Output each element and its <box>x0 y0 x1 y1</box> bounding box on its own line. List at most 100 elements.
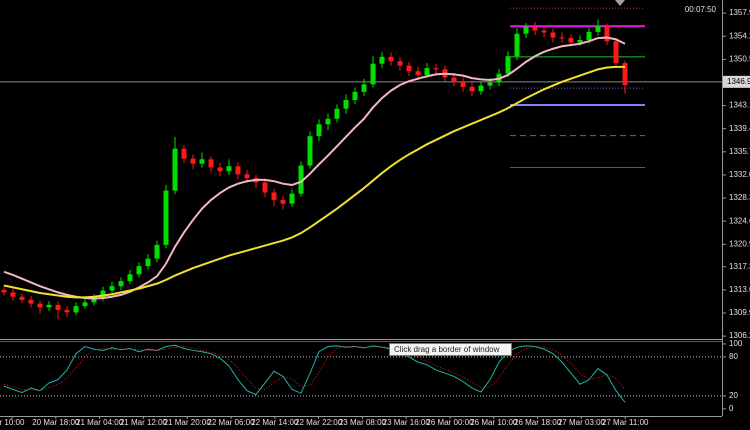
candle-body <box>46 304 52 308</box>
candle-body <box>289 193 295 204</box>
candle-body <box>397 61 403 66</box>
y-tick-label: 1332.0 <box>729 170 750 179</box>
candle-body <box>298 165 304 194</box>
y-tick-label: 1313.6 <box>729 285 750 294</box>
candle-body <box>235 166 241 175</box>
candle-body <box>91 298 97 303</box>
candle-body <box>478 85 484 92</box>
candle-body <box>73 306 79 313</box>
y-tick-label: 1343.1 <box>729 101 750 110</box>
moving-average <box>3 36 626 300</box>
candle-body <box>271 192 277 200</box>
candle-body <box>415 71 421 75</box>
candle-body <box>181 148 187 159</box>
x-tick-label: 20 Mar 18:00 <box>32 418 80 427</box>
candle-body <box>1 289 7 293</box>
candle-body <box>307 136 313 166</box>
x-tick-label: 23 Mar 16:00 <box>383 418 431 427</box>
candle-body <box>19 296 25 300</box>
candle-body <box>226 166 232 172</box>
candle-body <box>460 81 466 87</box>
candle-body <box>334 108 340 119</box>
oscillator-line <box>3 344 626 403</box>
candle-body <box>523 26 529 34</box>
candle-body <box>613 41 619 64</box>
candle-body <box>10 292 16 297</box>
x-tick-label: 22 Mar 22:00 <box>295 418 343 427</box>
candle-body <box>451 77 457 82</box>
y-tick-label: 0 <box>729 404 734 413</box>
candle-body <box>172 148 178 191</box>
candle-body <box>424 68 430 75</box>
y-tick-label: 1350.5 <box>729 54 750 63</box>
candle-body <box>145 258 151 267</box>
candle-body <box>559 37 565 39</box>
y-tick-label: 1328.3 <box>729 193 750 202</box>
x-tick-label: 21 Mar 12:00 <box>120 418 168 427</box>
y-tick-label: 1320.9 <box>729 239 750 248</box>
candle-body <box>316 124 322 137</box>
candle-body <box>388 56 394 62</box>
x-tick-label: 26 Mar 18:00 <box>514 418 562 427</box>
candle-body <box>154 244 160 259</box>
candle-body <box>505 56 511 74</box>
y-tick-label: 1309.9 <box>729 308 750 317</box>
y-tick-label: 1354.2 <box>729 31 750 40</box>
candle-body <box>109 286 115 291</box>
candle-body <box>82 302 88 307</box>
y-tick-label: 1306.2 <box>729 331 750 340</box>
candle-body <box>577 39 583 43</box>
y-tick-label: 20 <box>729 391 738 400</box>
tooltip-box <box>389 343 512 356</box>
candle-body <box>136 266 142 275</box>
candle-body <box>487 82 493 86</box>
candle-body <box>586 31 592 40</box>
candle-body <box>469 86 475 92</box>
x-tick-label: 21 Mar 04:00 <box>76 418 124 427</box>
candle-body <box>118 281 124 287</box>
x-tick-label: r 10:00 <box>0 418 25 427</box>
candle-body <box>379 56 385 64</box>
y-tick-label: 80 <box>729 352 738 361</box>
candle-body <box>208 159 214 168</box>
y-tick-label: 1335.7 <box>729 147 750 156</box>
x-tick-label: 21 Mar 20:00 <box>164 418 212 427</box>
candle-body <box>343 99 349 109</box>
x-tick-label: 27 Mar 11:00 <box>602 418 649 427</box>
candle-body <box>622 63 628 85</box>
moving-average <box>3 65 625 299</box>
candle-body <box>37 303 43 308</box>
x-tick-label: 23 Mar 08:00 <box>339 418 387 427</box>
tooltip: Click drag a border of window <box>389 343 512 356</box>
candle-body <box>550 32 556 38</box>
candle-body <box>604 26 610 42</box>
candle-body <box>64 309 70 313</box>
candle-body <box>532 26 538 31</box>
y-tick-label: 1317.3 <box>729 262 750 271</box>
candle-body <box>568 38 574 43</box>
current-price-box <box>723 75 750 88</box>
candle-body <box>244 174 250 179</box>
shift-marker <box>615 0 625 6</box>
candle-body <box>541 30 547 33</box>
candle-body <box>217 167 223 172</box>
candle-body <box>595 26 601 32</box>
candle-body <box>514 33 520 57</box>
candle-body <box>325 118 331 125</box>
candle-body <box>28 299 34 304</box>
candle-body <box>163 190 169 245</box>
candle-body <box>406 65 412 72</box>
y-tick-label: 1339.4 <box>729 124 750 133</box>
tooltip-text: Click drag a border of window <box>394 345 500 354</box>
x-tick-label: 26 Mar 10:00 <box>470 418 518 427</box>
candle-body <box>370 63 376 85</box>
candle-body <box>280 199 286 204</box>
candle-body <box>361 84 367 92</box>
y-tick-label: 1357.9 <box>729 8 750 17</box>
x-tick-label: 27 Mar 03:00 <box>558 418 606 427</box>
x-tick-label: 22 Mar 14:00 <box>251 418 299 427</box>
y-tick-label: 100 <box>729 339 743 348</box>
oscillator-line <box>3 346 626 392</box>
